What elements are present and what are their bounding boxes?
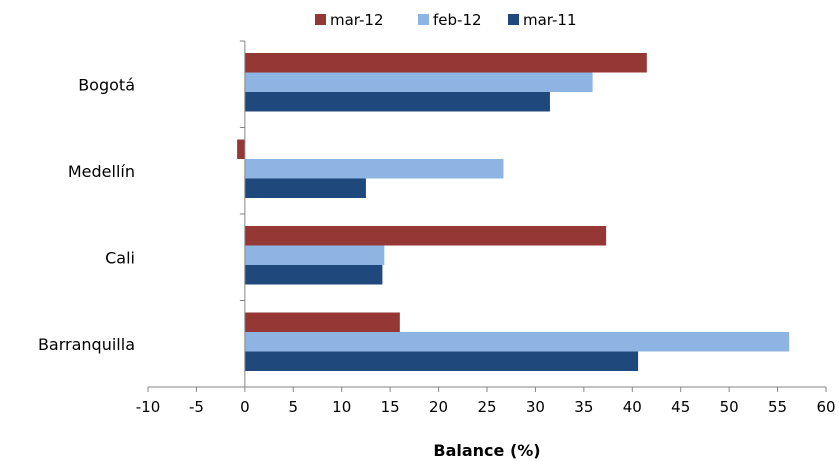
bars: [237, 53, 790, 371]
y-ticks: [239, 40, 245, 388]
bar-mar-11-Bogotá: [244, 92, 550, 112]
x-tick-label: 30: [526, 398, 545, 416]
x-tick-label: 25: [477, 398, 496, 416]
legend: mar-12 feb-12 mar-11: [315, 11, 577, 29]
x-axis-title: Balance (%): [433, 441, 540, 460]
bar-mar-12-Barranquilla: [244, 312, 400, 332]
x-tick-label: 0: [240, 398, 250, 416]
bar-mar-11-Medellín: [244, 178, 366, 198]
category-label: Cali: [105, 248, 135, 267]
x-tick-label: 40: [623, 398, 642, 416]
category-labels: Bogotá Medellín Cali Barranquilla: [38, 75, 135, 354]
category-label: Barranquilla: [38, 335, 135, 354]
x-tick-label: 45: [671, 398, 690, 416]
legend-label: mar-11: [523, 11, 577, 29]
bar-mar-12-Medellín: [237, 139, 245, 159]
x-ticks: -10 -5 0 5 10 15 20 25 30 35 40 45 50 55 60: [136, 387, 836, 416]
x-tick-label: 20: [429, 398, 448, 416]
x-tick-label: 15: [381, 398, 400, 416]
x-tick-label: 55: [768, 398, 787, 416]
bar-feb-12-Bogotá: [244, 72, 593, 92]
category-label: Medellín: [68, 162, 135, 181]
bar-mar-11-Barranquilla: [244, 351, 639, 371]
x-tick-label: 50: [720, 398, 739, 416]
x-tick-label: 10: [332, 398, 351, 416]
bar-mar-12-Bogotá: [244, 53, 647, 73]
x-tick-label: -5: [189, 398, 204, 416]
legend-swatch: [315, 14, 326, 25]
category-label: Bogotá: [78, 75, 135, 94]
x-tick-label: 60: [816, 398, 835, 416]
bar-feb-12-Cali: [244, 245, 385, 265]
x-tick-label: -10: [136, 398, 161, 416]
x-tick-label: 35: [574, 398, 593, 416]
legend-label: feb-12: [433, 11, 482, 29]
bar-feb-12-Barranquilla: [244, 332, 790, 352]
x-tick-label: 5: [289, 398, 299, 416]
legend-swatch: [418, 14, 429, 25]
legend-label: mar-12: [330, 11, 384, 29]
bar-mar-11-Cali: [244, 265, 383, 285]
bar-mar-12-Cali: [244, 226, 607, 246]
legend-swatch: [508, 14, 519, 25]
bar-feb-12-Medellín: [244, 159, 504, 179]
